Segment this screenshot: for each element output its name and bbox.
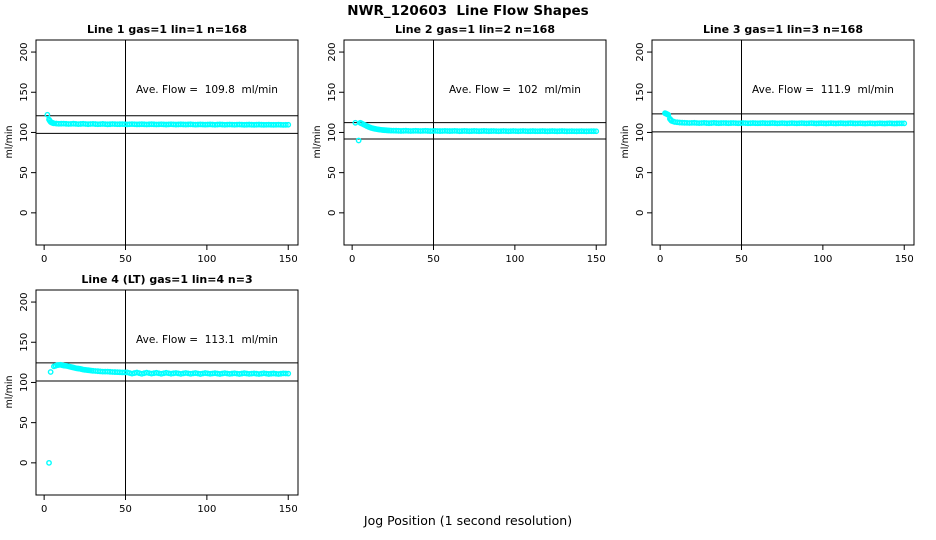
data-point — [901, 120, 908, 127]
y-tick-label: 100 — [327, 123, 338, 142]
y-tick-label: 100 — [19, 123, 30, 142]
data-point — [47, 369, 54, 375]
y-tick-label: 50 — [19, 416, 30, 429]
y-tick-label: 100 — [19, 373, 30, 392]
y-tick-label: 200 — [19, 43, 30, 62]
plot-area-line3: 0 50 100 150 0 50 100 150 200 — [635, 39, 915, 265]
y-tick-label: 150 — [19, 333, 30, 352]
data-point — [133, 369, 140, 376]
x-tick-label: 100 — [505, 254, 524, 265]
plot-box — [35, 39, 299, 246]
subplot-title-line3: Line 3 gas=1 lin=3 n=168 — [702, 23, 863, 36]
y-tick-label: 200 — [635, 43, 646, 62]
ave-flow-annotation: Ave. Flow = 111.9 ml/min — [752, 84, 894, 96]
ave-flow-annotation: Ave. Flow = 109.8 ml/min — [136, 84, 278, 96]
data-point — [124, 369, 131, 376]
y-tick-label: 0 — [635, 210, 646, 216]
ave-flow-annotation: Ave. Flow = 113.1 ml/min — [136, 334, 278, 346]
x-tick-label: 0 — [41, 504, 47, 515]
y-tick-label: 50 — [635, 166, 646, 179]
x-tick-label: 100 — [813, 254, 832, 265]
data-point — [590, 128, 597, 135]
y-tick-label: 150 — [327, 83, 338, 102]
y-tick-label: 50 — [19, 166, 30, 179]
x-tick-label: 150 — [587, 254, 606, 265]
x-tick-label: 150 — [279, 254, 298, 265]
x-tick-label: 150 — [895, 254, 914, 265]
plot-box — [343, 39, 607, 246]
y-tick-label: 150 — [635, 83, 646, 102]
x-tick-label: 50 — [735, 254, 748, 265]
x-tick-label: 50 — [427, 254, 440, 265]
ave-flow-annotation: Ave. Flow = 102 ml/min — [449, 84, 581, 96]
y-tick-label: 50 — [327, 166, 338, 179]
x-tick-label: 0 — [349, 254, 355, 265]
y-tick-label: 200 — [327, 43, 338, 62]
data-point — [138, 370, 145, 377]
data-point — [44, 111, 51, 118]
y-tick-label: 200 — [19, 293, 30, 312]
x-tick-label: 50 — [119, 254, 132, 265]
y-tick-label: 0 — [327, 210, 338, 216]
data-point — [285, 370, 292, 377]
plot-area-line2: 0 50 100 150 0 50 100 150 200 — [327, 39, 607, 265]
x-tick-label: 50 — [119, 504, 132, 515]
data-point — [282, 370, 289, 377]
plot-area-line4: 0 50 100 150 0 50 100 150 200 — [19, 289, 299, 515]
subplot-title-line4: Line 4 (LT) gas=1 lin=4 n=3 — [81, 273, 253, 286]
data-point — [285, 121, 292, 128]
page-title: NWR_120603 Line Flow Shapes — [347, 3, 589, 19]
x-tick-label: 0 — [657, 254, 663, 265]
data-point — [355, 137, 362, 144]
data-point — [282, 121, 289, 128]
y-tick-label: 100 — [635, 123, 646, 142]
data-point — [46, 459, 52, 466]
x-tick-label: 100 — [197, 504, 216, 515]
y-tick-label: 0 — [19, 460, 30, 466]
plot-box — [651, 39, 915, 246]
x-tick-label: 0 — [41, 254, 47, 265]
x-axis-label: Jog Position (1 second resolution) — [363, 513, 573, 528]
x-tick-label: 150 — [279, 504, 298, 515]
plot-area-line1: 0 50 100 150 0 50 100 150 200 — [19, 39, 299, 265]
x-tick-label: 100 — [197, 254, 216, 265]
y-tick-label: 0 — [19, 210, 30, 216]
subplot-title-line1: Line 1 gas=1 lin=1 n=168 — [86, 23, 247, 36]
plot-box — [35, 289, 299, 496]
data-point — [898, 120, 905, 127]
data-point — [593, 128, 600, 135]
subplot-title-line2: Line 2 gas=1 lin=2 n=168 — [394, 23, 555, 36]
y-tick-label: 150 — [19, 83, 30, 102]
